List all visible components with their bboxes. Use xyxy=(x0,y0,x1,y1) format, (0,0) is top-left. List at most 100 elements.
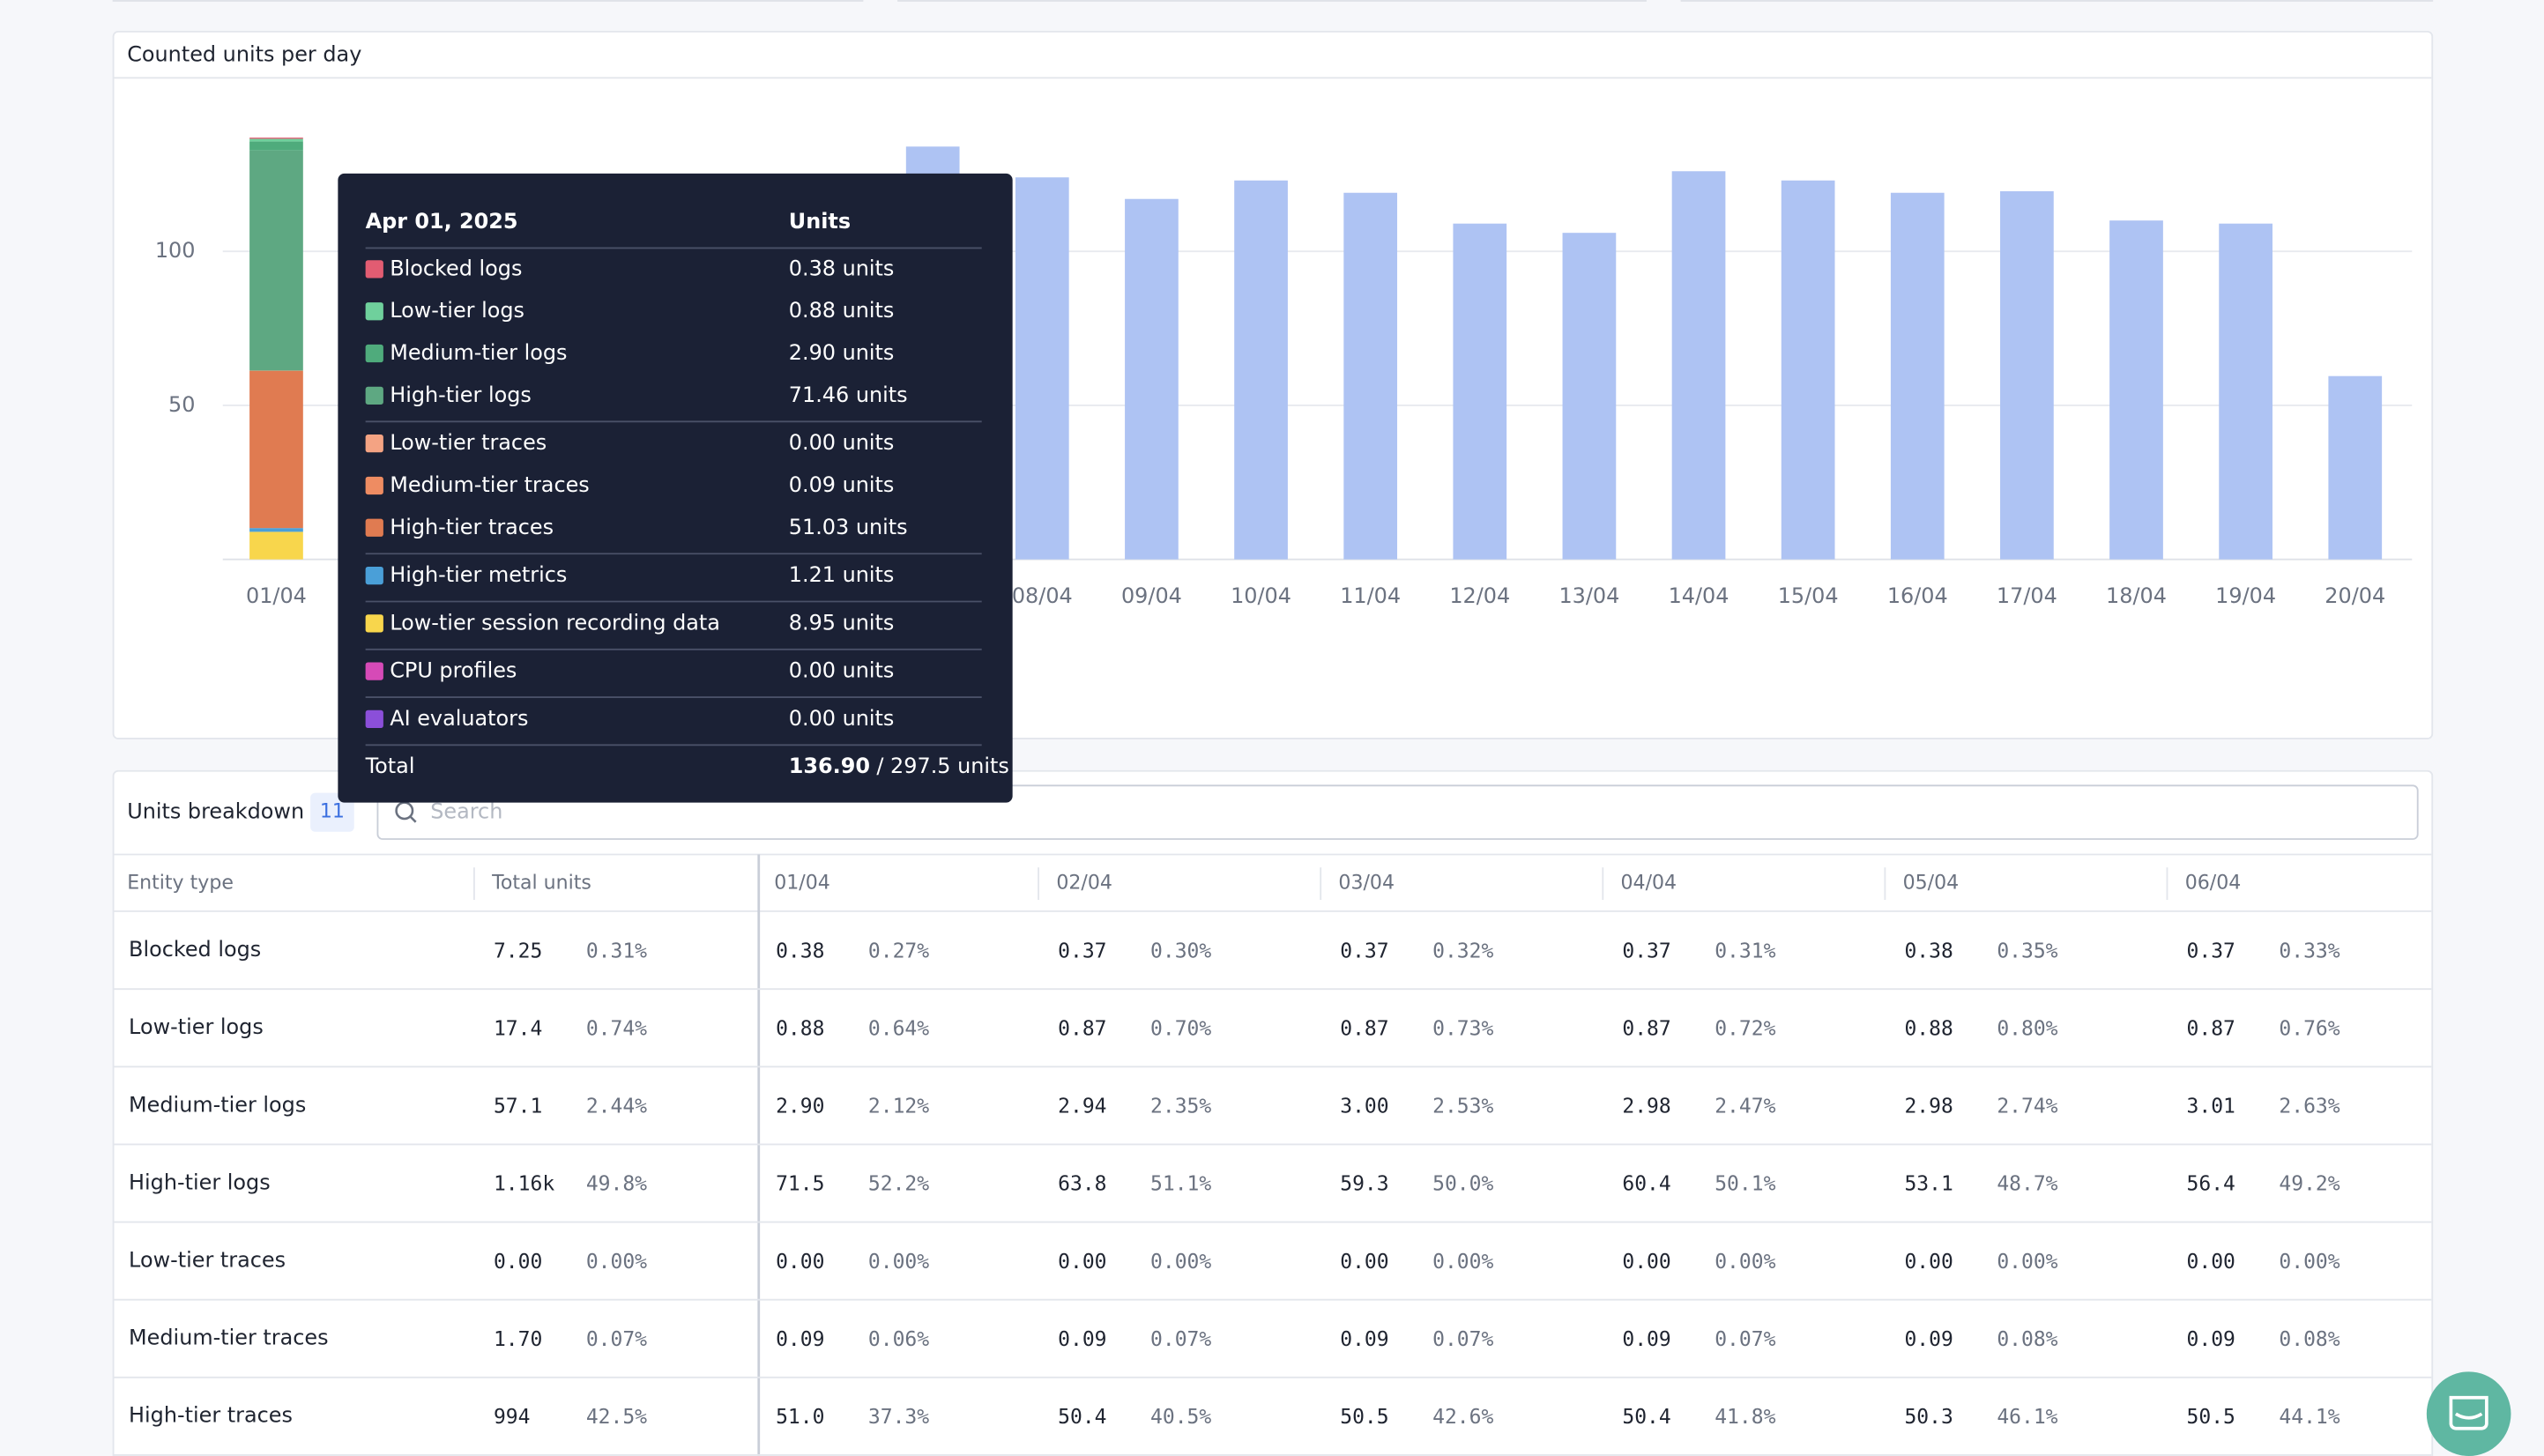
x-tick-label: 13/04 xyxy=(1558,583,1619,608)
cell-value: 50.5 xyxy=(2187,1406,2235,1429)
cell-percent: 0.31% xyxy=(1715,940,1775,962)
cell-value: 0.09 xyxy=(776,1328,824,1351)
tooltip-box xyxy=(338,173,1013,803)
legend-swatch xyxy=(365,614,383,633)
cell-value: 0.09 xyxy=(1622,1328,1670,1351)
value-label: 8.95 units xyxy=(789,610,895,635)
tooltip: Apr 01, 2025 Units Blocked logs 0.38 units L… xyxy=(338,173,1013,803)
cell-value: 7.25 xyxy=(494,940,542,962)
cell-value: 2.98 xyxy=(1904,1096,1953,1118)
cell-percent: 50.0% xyxy=(1432,1173,1493,1196)
cell-value: 59.3 xyxy=(1340,1173,1388,1196)
total: 136.90/ 297.5 units xyxy=(789,754,1009,778)
column-header: 06/04 xyxy=(2185,873,2242,895)
row-label: Low-tier logs xyxy=(129,1014,264,1039)
count: 11 xyxy=(320,801,345,823)
stack-segment xyxy=(249,528,303,532)
cell-percent: 0.07% xyxy=(1150,1328,1211,1351)
cell-value: 0.38 xyxy=(776,940,824,962)
column-header: 04/04 xyxy=(1621,873,1677,895)
cell-percent: 49.2% xyxy=(2279,1173,2339,1196)
cell-value: 17.4 xyxy=(494,1017,542,1040)
cell-value: 0.00 xyxy=(1058,1251,1106,1274)
bar xyxy=(2219,223,2272,560)
cell-percent: 42.5% xyxy=(586,1406,647,1429)
cell-percent: 0.27% xyxy=(868,940,929,962)
cell-value: 50.4 xyxy=(1622,1406,1670,1429)
cell-value: 0.87 xyxy=(1622,1017,1670,1040)
x-tick-label: 14/04 xyxy=(1669,583,1729,608)
cell-percent: 2.74% xyxy=(1997,1096,2057,1118)
value-label: 1.21 units xyxy=(789,562,895,587)
value-label: 0.38 units xyxy=(789,256,895,280)
cell-percent: 37.3% xyxy=(868,1406,929,1429)
cell-value: 0.37 xyxy=(2187,940,2235,962)
legend-label: Low-tier session recording data xyxy=(390,610,720,635)
cell-value: 2.90 xyxy=(776,1096,824,1118)
value-label: 51.03 units xyxy=(789,515,908,539)
x-tick-label: 17/04 xyxy=(1997,583,2057,608)
total-value: 136.90 xyxy=(789,754,870,778)
x-tick-label: 20/04 xyxy=(2325,583,2385,608)
legend-label: Blocked logs xyxy=(390,256,522,280)
cell-value: 0.37 xyxy=(1058,940,1106,962)
cell-percent: 0.00% xyxy=(1997,1251,2057,1274)
cell-value: 63.8 xyxy=(1058,1173,1106,1196)
value-label: 0.00 units xyxy=(789,706,895,731)
cell-percent: 46.1% xyxy=(1997,1406,2057,1429)
y-tick-label: 50 xyxy=(168,392,195,417)
stack-segment xyxy=(249,370,303,529)
legend-label: High-tier metrics xyxy=(390,562,567,587)
row-label: Blocked logs xyxy=(129,937,261,962)
cell-value: 3.01 xyxy=(2187,1096,2235,1118)
bar xyxy=(1234,180,1288,560)
x-tick-label: 08/04 xyxy=(1012,583,1073,608)
cell-value: 994 xyxy=(494,1406,531,1429)
legend-swatch xyxy=(365,662,383,680)
cell-percent: 51.1% xyxy=(1150,1173,1211,1196)
cell-percent: 0.70% xyxy=(1150,1017,1211,1040)
row-label: Low-tier traces xyxy=(129,1248,286,1273)
value-label: 0.00 units xyxy=(789,430,895,455)
legend-label: Low-tier logs xyxy=(390,298,524,323)
row-label: High-tier logs xyxy=(129,1170,271,1194)
bar xyxy=(1671,171,1726,560)
cell-percent: 42.6% xyxy=(1432,1406,1493,1429)
cell-value: 0.09 xyxy=(1058,1328,1106,1351)
cell-value: 1.70 xyxy=(494,1328,542,1351)
legend-swatch xyxy=(365,386,383,405)
cell-percent: 48.7% xyxy=(1997,1173,2057,1196)
count-badge xyxy=(310,792,354,832)
column-header: Total units xyxy=(491,873,591,895)
cell-percent: 0.07% xyxy=(586,1328,647,1351)
cell-percent: 0.06% xyxy=(868,1328,929,1351)
cell-value: 0.87 xyxy=(1340,1017,1388,1040)
cell-percent: 40.5% xyxy=(1150,1406,1211,1429)
chat-button[interactable] xyxy=(2426,1371,2511,1456)
legend-label: Low-tier traces xyxy=(390,430,547,455)
cell-value: 71.5 xyxy=(776,1173,824,1196)
cell-percent: 41.8% xyxy=(1715,1406,1775,1429)
legend-label: High-tier traces xyxy=(390,515,554,539)
cell-value: 60.4 xyxy=(1622,1173,1670,1196)
stack-segment xyxy=(249,138,303,142)
cell-value: 0.00 xyxy=(1904,1251,1953,1274)
column-header: 03/04 xyxy=(1338,873,1395,895)
cell-value: 2.98 xyxy=(1622,1096,1670,1118)
value-label: 0.09 units xyxy=(789,472,895,497)
cell-value: 56.4 xyxy=(2187,1173,2235,1196)
row-label: Medium-tier traces xyxy=(129,1326,329,1350)
x-tick-label: 10/04 xyxy=(1231,583,1291,608)
column-header: 05/04 xyxy=(1903,873,1960,895)
legend-swatch xyxy=(365,435,383,453)
cell-percent: 2.44% xyxy=(586,1096,647,1118)
legend-label: High-tier logs xyxy=(390,383,532,407)
cell-percent: 2.53% xyxy=(1432,1096,1493,1118)
column-header: 02/04 xyxy=(1056,873,1112,895)
cell-percent: 0.30% xyxy=(1150,940,1211,962)
stack-segment xyxy=(249,150,303,371)
cell-percent: 0.35% xyxy=(1997,940,2057,962)
cell-value: 51.0 xyxy=(776,1406,824,1429)
row-label: Medium-tier logs xyxy=(129,1092,306,1117)
cell-percent: 2.35% xyxy=(1150,1096,1211,1118)
